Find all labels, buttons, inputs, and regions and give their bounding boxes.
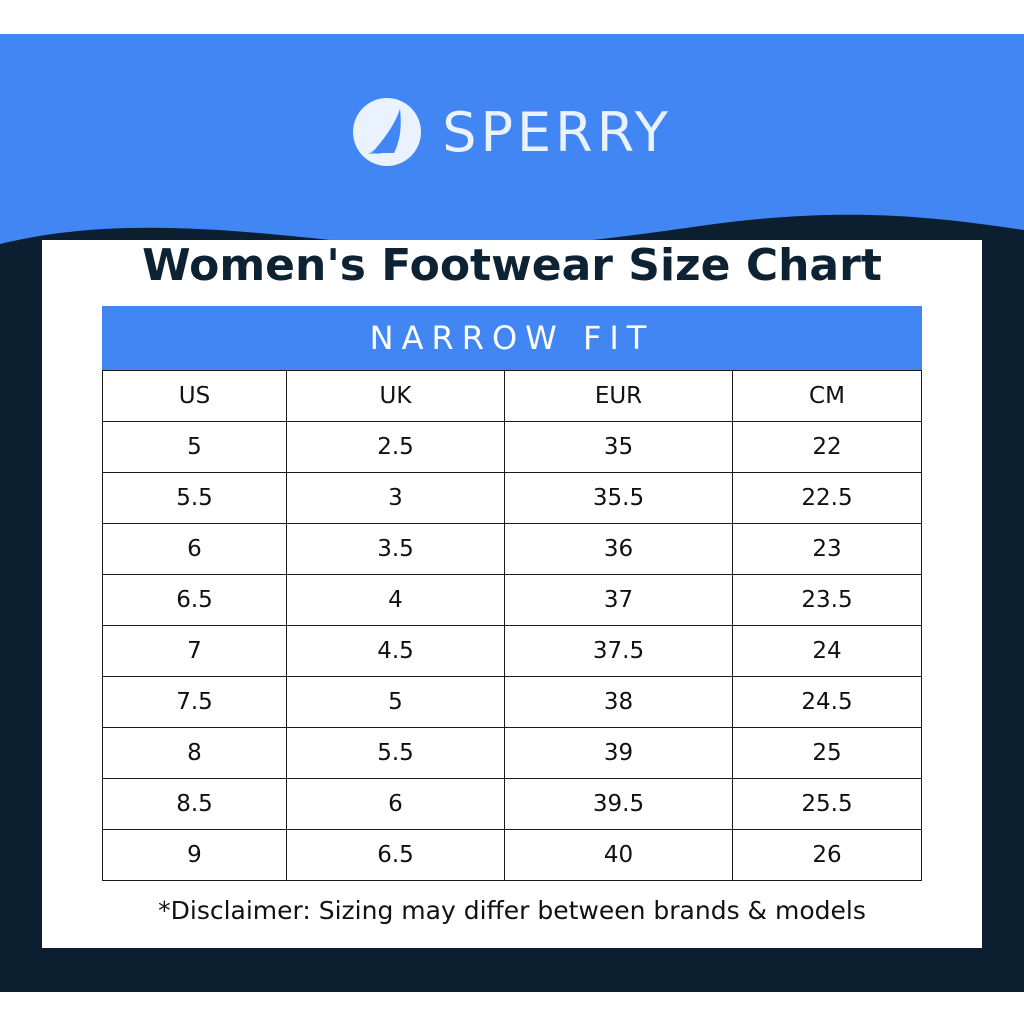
cell-cm: 26 (732, 829, 922, 881)
cell-us: 6 (102, 523, 287, 575)
table-row: 5.5 3 35.5 22.5 (102, 472, 922, 524)
table-row: 7 4.5 37.5 24 (102, 625, 922, 677)
cell-eur: 38 (504, 676, 733, 728)
header-wave-background (0, 34, 1024, 248)
table-header-row: US UK EUR CM (102, 370, 922, 422)
table-row: 9 6.5 40 26 (102, 829, 922, 881)
column-header-cm: CM (732, 370, 922, 422)
cell-cm: 22 (732, 421, 922, 473)
cell-eur: 39.5 (504, 778, 733, 830)
cell-cm: 23 (732, 523, 922, 575)
cell-us: 8.5 (102, 778, 287, 830)
chart-title: Women's Footwear Size Chart (142, 240, 882, 291)
cell-eur: 37 (504, 574, 733, 626)
cell-cm: 25.5 (732, 778, 922, 830)
cell-eur: 40 (504, 829, 733, 881)
cell-cm: 25 (732, 727, 922, 779)
cell-eur: 39 (504, 727, 733, 779)
cell-cm: 24 (732, 625, 922, 677)
cell-cm: 22.5 (732, 472, 922, 524)
cell-eur: 37.5 (504, 625, 733, 677)
brand-name: SPERRY (442, 100, 672, 164)
cell-uk: 2.5 (286, 421, 505, 473)
cell-cm: 23.5 (732, 574, 922, 626)
size-table: US UK EUR CM 5 2.5 35 22 5.5 3 35.5 22.5 (102, 370, 922, 881)
table-row: 8 5.5 39 25 (102, 727, 922, 779)
cell-eur: 36 (504, 523, 733, 575)
cell-cm: 24.5 (732, 676, 922, 728)
table-row: 8.5 6 39.5 25.5 (102, 778, 922, 830)
brand-header: SPERRY (0, 92, 1024, 172)
table-row: 5 2.5 35 22 (102, 421, 922, 473)
cell-eur: 35 (504, 421, 733, 473)
cell-us: 5.5 (102, 472, 287, 524)
disclaimer-text: *Disclaimer: Sizing may differ between b… (158, 896, 866, 925)
cell-uk: 5 (286, 676, 505, 728)
cell-uk: 4.5 (286, 625, 505, 677)
cell-us: 7 (102, 625, 287, 677)
cell-us: 6.5 (102, 574, 287, 626)
fit-banner: NARROW FIT (102, 306, 922, 370)
cell-uk: 3 (286, 472, 505, 524)
navy-frame: SPERRY Women's Footwear Size Chart NARRO… (0, 34, 1024, 992)
cell-uk: 6 (286, 778, 505, 830)
cell-us: 8 (102, 727, 287, 779)
table-row: 7.5 5 38 24.5 (102, 676, 922, 728)
size-chart-card: Women's Footwear Size Chart NARROW FIT U… (42, 240, 982, 948)
cell-uk: 6.5 (286, 829, 505, 881)
column-header-uk: UK (286, 370, 505, 422)
cell-eur: 35.5 (504, 472, 733, 524)
cell-us: 7.5 (102, 676, 287, 728)
table-row: 6 3.5 36 23 (102, 523, 922, 575)
column-header-eur: EUR (504, 370, 733, 422)
table-row: 6.5 4 37 23.5 (102, 574, 922, 626)
column-header-us: US (102, 370, 287, 422)
cell-us: 5 (102, 421, 287, 473)
cell-us: 9 (102, 829, 287, 881)
cell-uk: 3.5 (286, 523, 505, 575)
cell-uk: 5.5 (286, 727, 505, 779)
cell-uk: 4 (286, 574, 505, 626)
sailboat-sail-icon (353, 98, 422, 166)
